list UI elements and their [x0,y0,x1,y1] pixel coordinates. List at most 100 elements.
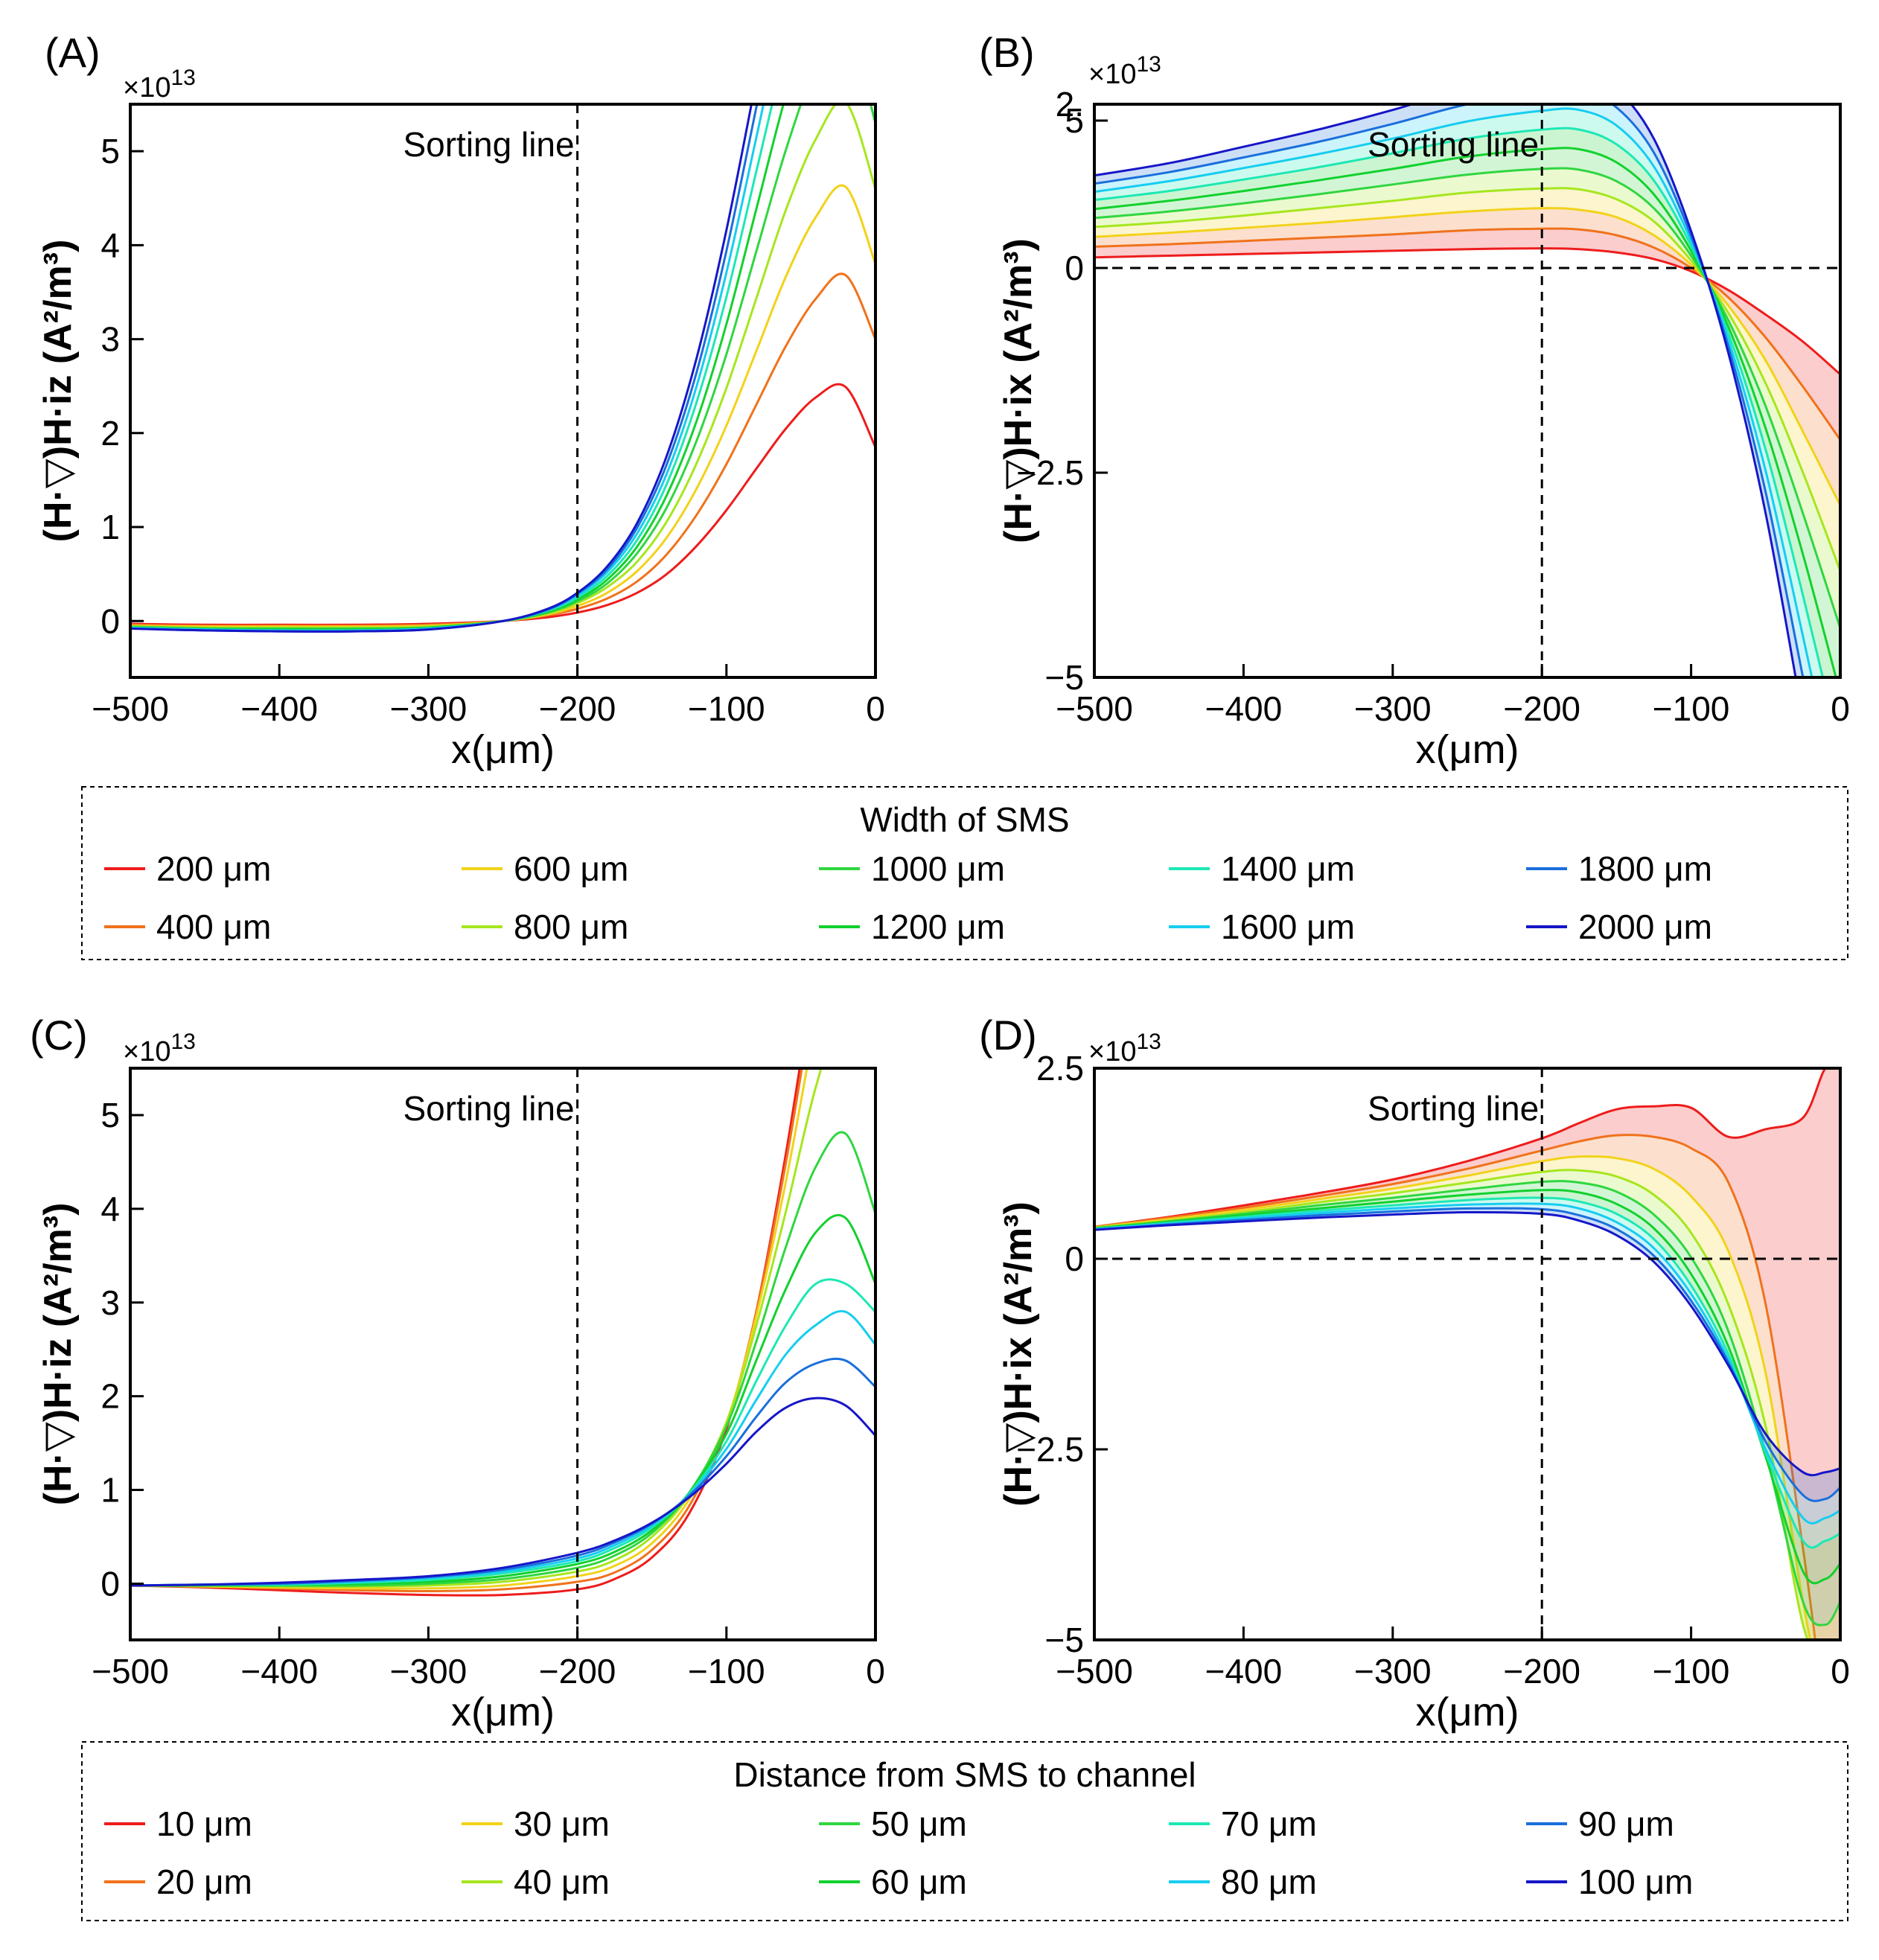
plot-area [1094,1068,1840,1640]
y-tick-label: 2 [101,1377,120,1416]
series-line-1 [130,1068,803,1593]
series-line-3 [1094,187,1840,572]
legend-box [81,786,1848,960]
legend-title: Distance from SMS to channel [733,1755,1196,1794]
series-line-5 [1094,1189,1840,1585]
panel-label: (B) [979,29,1035,76]
band-fill [1094,168,1840,629]
x-tick-label: −500 [1056,1652,1133,1691]
x-tick-label: −300 [1354,1652,1432,1691]
y-axis-label: (H·▽)H·ix (A²/m³) [997,1201,1040,1507]
plot-area [1094,104,1840,677]
x-tick-label: −500 [92,689,169,728]
y-tick-label: −2.5 [1016,453,1084,492]
series-line-4 [130,104,875,631]
panel-d: −500 −400 −300 −200 −100 0 2.5 0 −2.5 −5 x(μm) (H·▽… [979,1012,1850,1734]
y-tick-label: 3 [101,1283,120,1322]
band-fill [1094,229,1840,440]
panel-c: −500 −400 −300 −200 −100 0 0 1 2 3 4 5 x(μm) (H·▽)H·i… [30,1012,885,1734]
legend-label: 50 μm [871,1804,967,1843]
axes-frame [1093,1067,1842,1641]
series-line-0 [130,383,875,626]
series-line-9 [1094,104,1797,677]
y-axis-label: (H·▽)H·iz (A²/m³) [36,1203,80,1506]
multiplier-base: ×10 [123,72,170,103]
series-line-8 [1094,104,1805,677]
series-line-2 [1094,207,1840,506]
series-line-5 [1094,147,1837,677]
x-tick-label: −500 [1056,689,1133,728]
sorting-line-label: Sorting line [1368,1089,1539,1128]
panel-label: (D) [979,1012,1037,1059]
panel-b: −500 −400 −300 −200 −100 0 2.5 0 −2.5 −5 x(μm) (H·▽… [979,29,1850,772]
x-tick-label: −100 [688,689,765,728]
series-line-0 [1094,1068,1840,1228]
x-axis-label: x(μm) [451,727,555,772]
legend-label: 10 μm [156,1804,252,1843]
multiplier-exponent: 13 [1136,52,1161,77]
x-tick-label: −400 [1205,689,1283,728]
legend-label: 2000 μm [1578,907,1712,946]
axes-frame [129,103,877,679]
legend-label: 1600 μm [1221,907,1355,946]
band-fill [1094,208,1840,505]
panel-a: −500 −400 −300 −200 −100 0 0 1 2 3 4 5 x(μm) (H·▽)H·i… [36,29,885,772]
y-multiplier: ×1013 [123,66,196,103]
legend-label: 30 μm [514,1804,610,1843]
legend-title: Width of SMS [860,800,1069,839]
x-tick-label: −200 [539,689,616,728]
x-tick-label: −200 [1503,1652,1580,1691]
y-tick-label: 0 [1065,249,1084,287]
sorting-line-label: Sorting line [403,125,574,164]
x-axis-label: x(μm) [1415,727,1519,772]
legend-label: 40 μm [514,1862,610,1901]
x-tick-label: 0 [866,1652,885,1691]
series-line-8 [130,104,759,633]
series-line-4 [130,1131,875,1587]
series-line-1 [1094,227,1840,441]
legend-label: 400 μm [156,907,271,946]
x-tick-label: −100 [1653,1652,1730,1691]
multiplier-exponent: 13 [170,1030,195,1054]
x-tick-label: −200 [1503,689,1580,728]
series-line-3 [1094,1169,1840,1640]
y-tick-label: 2.5 [1036,1049,1084,1088]
legend-label: 600 μm [514,849,628,888]
series-line-8 [1094,1207,1840,1502]
y-tick-label: 4 [101,226,120,264]
y-tick-label: 0 [1065,1239,1084,1278]
x-tick-label: −400 [240,1652,318,1691]
series-line-7 [1094,1202,1840,1525]
multiplier-base: ×10 [1088,59,1136,90]
series-line-6 [130,104,773,632]
y-axis-label: (H·▽)H·iz (A²/m³) [36,240,80,543]
plot-area [130,104,875,633]
series-line-9 [130,104,753,633]
x-tick-label: −300 [390,689,468,728]
x-axis-label: x(μm) [1415,1690,1519,1734]
panel-label: (A) [45,29,101,76]
plot-area [130,1068,875,1597]
series-line-1 [130,272,875,628]
axes-frame [129,1067,877,1641]
series-line-4 [1094,167,1840,629]
x-tick-label: −500 [92,1652,169,1691]
series-line-2 [1094,1155,1812,1640]
y-tick-label: −5 [1045,1621,1084,1659]
legend-label: 200 μm [156,849,271,888]
y-multiplier: ×1013 [1088,1030,1161,1067]
series-line-7 [1094,107,1813,677]
series-line-2 [130,184,875,628]
axes-frame [1093,103,1842,679]
x-tick-label: −400 [240,689,318,728]
multiplier-exponent: 13 [1136,1030,1161,1054]
series-line-7 [130,1309,875,1587]
x-tick-label: 0 [1831,1652,1850,1691]
y-tick-label: 3 [101,320,120,359]
legend-label: 1200 μm [871,907,1005,946]
legend-label: 1800 μm [1578,849,1712,888]
legend-label: 20 μm [156,1862,252,1901]
legend-label: 800 μm [514,907,628,946]
legend-label: 1400 μm [1221,849,1355,888]
series-line-7 [130,104,765,632]
